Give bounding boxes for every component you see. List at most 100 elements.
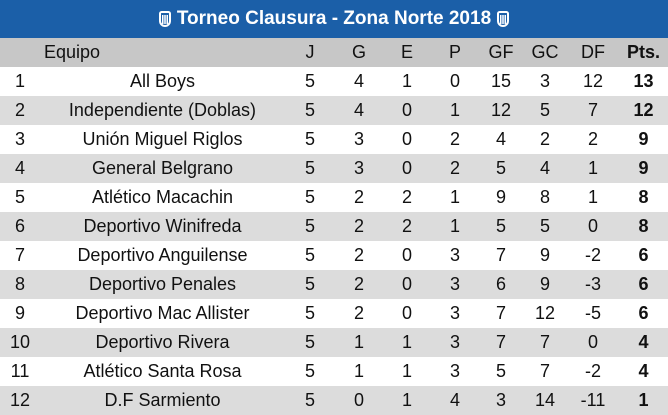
goals-for-cell: 7 [495,303,506,323]
goals-against-cell: 14 [534,390,556,410]
goal-diff-cell: -2 [584,361,601,381]
goal-diff-cell: 7 [587,100,598,120]
goals-for-cell: 7 [495,245,506,265]
won-cell: 4 [353,71,364,91]
won-cell: 2 [353,303,364,323]
goals-against-cell: 5 [539,216,550,236]
lost-cell: 3 [449,303,460,323]
goal-diff-cell: -5 [584,303,601,323]
team-name-cell: Deportivo Winifreda [83,216,242,236]
column-header-team: Equipo [44,42,101,62]
won-cell: 2 [353,245,364,265]
position-cell: 3 [14,129,25,149]
played-cell: 5 [304,216,315,236]
table-row: 1 All Boys 5 4 1 0 15 3 12 13 [0,67,668,96]
points-cell: 8 [638,187,649,207]
drawn-cell: 0 [401,129,412,149]
goals-for-cell: 5 [495,361,506,381]
lost-cell: 2 [449,158,460,178]
points-cell: 8 [638,216,649,236]
table-title: Torneo Clausura - Zona Norte 2018 [176,8,492,29]
team-name-cell: Deportivo Mac Allister [75,303,250,323]
won-cell: 1 [353,361,364,381]
goal-diff-cell: 12 [582,71,604,91]
goals-for-cell: 15 [490,71,512,91]
standings-table: Equipo J G E P GF GC DF Pts. 1 All Boys … [0,38,668,415]
team-name-cell: Independiente (Doblas) [68,100,257,120]
goals-against-cell: 8 [539,187,550,207]
lost-cell: 3 [449,274,460,294]
table-header-row: Equipo J G E P GF GC DF Pts. [0,38,668,67]
column-header-points: Pts. [626,42,660,62]
goal-diff-cell: 1 [587,158,598,178]
drawn-cell: 1 [401,71,412,91]
team-name-cell: Atlético Santa Rosa [83,361,242,381]
won-cell: 2 [353,216,364,236]
column-header-goals-against: GC [531,42,559,62]
table-row: 10 Deportivo Rivera 5 1 1 3 7 7 0 4 [0,328,668,357]
table-row: 9 Deportivo Mac Allister 5 2 0 3 7 12 -5… [0,299,668,328]
column-header-played: J [305,42,315,62]
team-name-cell: Deportivo Anguilense [77,245,248,265]
won-cell: 1 [353,332,364,352]
column-header-lost: P [448,42,461,62]
table-row: 11 Atlético Santa Rosa 5 1 1 3 5 7 -2 4 [0,357,668,386]
goals-for-cell: 5 [495,158,506,178]
league-crest-icon [497,11,510,27]
team-name-cell: Deportivo Penales [88,274,237,294]
team-name-cell: Deportivo Rivera [95,332,230,352]
drawn-cell: 0 [401,245,412,265]
drawn-cell: 1 [401,361,412,381]
points-cell: 1 [638,390,649,410]
points-cell: 4 [638,361,649,381]
drawn-cell: 0 [401,274,412,294]
table-row: 8 Deportivo Penales 5 2 0 3 6 9 -3 6 [0,270,668,299]
drawn-cell: 0 [401,158,412,178]
won-cell: 2 [353,187,364,207]
played-cell: 5 [304,361,315,381]
table-row: 2 Independiente (Doblas) 5 4 0 1 12 5 7 … [0,96,668,125]
table-row: 3 Unión Miguel Riglos 5 3 0 2 4 2 2 9 [0,125,668,154]
lost-cell: 0 [449,71,460,91]
column-header-won: G [351,42,366,62]
goals-for-cell: 9 [495,187,506,207]
team-name-cell: D.F Sarmiento [104,390,221,410]
drawn-cell: 2 [401,187,412,207]
position-cell: 7 [14,245,25,265]
played-cell: 5 [304,129,315,149]
points-cell: 9 [638,158,649,178]
position-cell: 1 [14,71,25,91]
table-row: 7 Deportivo Anguilense 5 2 0 3 7 9 -2 6 [0,241,668,270]
drawn-cell: 2 [401,216,412,236]
goals-against-cell: 12 [534,303,556,323]
position-cell: 12 [9,390,31,410]
won-cell: 0 [353,390,364,410]
team-name-cell: Unión Miguel Riglos [82,129,243,149]
points-cell: 6 [638,274,649,294]
won-cell: 4 [353,100,364,120]
goal-diff-cell: 1 [587,187,598,207]
goals-for-cell: 4 [495,129,506,149]
goals-against-cell: 7 [539,332,550,352]
goals-for-cell: 3 [495,390,506,410]
points-cell: 13 [633,71,654,91]
goals-against-cell: 7 [539,361,550,381]
points-cell: 9 [638,129,649,149]
column-header-goals-for: GF [488,42,514,62]
column-header-drawn: E [400,42,413,62]
goals-against-cell: 5 [539,100,550,120]
lost-cell: 3 [449,361,460,381]
position-cell: 11 [10,361,30,381]
lost-cell: 1 [449,100,460,120]
position-cell: 5 [14,187,25,207]
lost-cell: 4 [449,390,460,410]
goal-diff-cell: -11 [580,390,606,410]
goals-for-cell: 6 [495,274,506,294]
position-cell: 8 [14,274,25,294]
goals-against-cell: 3 [539,71,550,91]
played-cell: 5 [304,332,315,352]
points-cell: 6 [638,245,649,265]
table-row: 4 General Belgrano 5 3 0 2 5 4 1 9 [0,154,668,183]
position-cell: 10 [9,332,31,352]
lost-cell: 3 [449,245,460,265]
